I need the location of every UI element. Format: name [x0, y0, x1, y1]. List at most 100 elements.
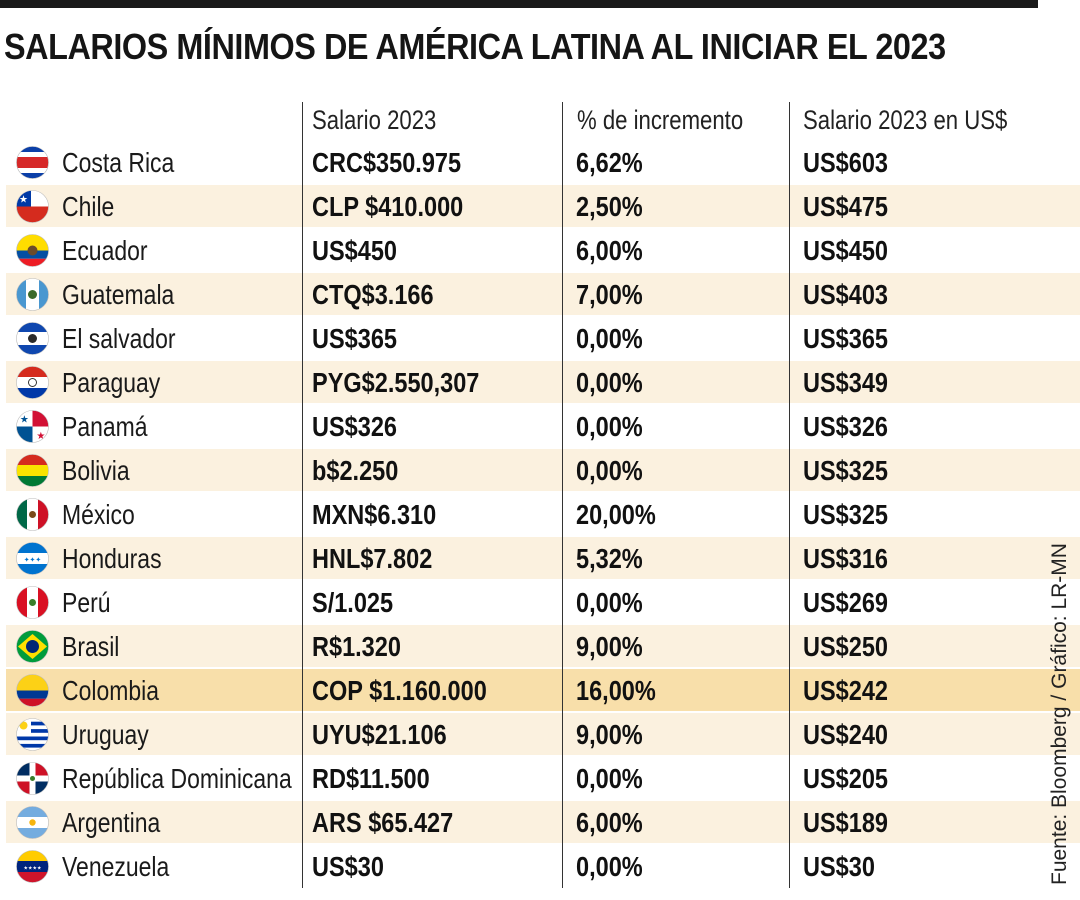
usd-value: US$325: [803, 499, 888, 530]
country-name: Chile: [62, 191, 115, 222]
table-row: Paraguay PYG$2.550,307 0,00% US$349: [6, 361, 1080, 403]
increase-value: 5,32%: [576, 543, 643, 574]
guatemala-flag: [16, 278, 49, 311]
increase-value: 0,00%: [576, 411, 643, 442]
increase-value: 6,00%: [576, 235, 643, 266]
country-name: República Dominicana: [62, 763, 292, 794]
usd-value: US$403: [803, 279, 888, 310]
country-name: Panamá: [62, 411, 148, 442]
salary-value: MXN$6.310: [312, 499, 437, 530]
usd-value: US$365: [803, 323, 888, 354]
salary-value: US$30: [312, 851, 384, 882]
table-row: Colombia COP $1.160.000 16,00% US$242: [6, 669, 1080, 711]
salary-value: US$365: [312, 323, 397, 354]
table-row: ★ Chile CLP $410.000 2,50% US$475: [6, 185, 1080, 227]
chile-flag: ★: [16, 190, 49, 223]
honduras-flag: ✦✦✦: [16, 542, 49, 575]
header-salary: Salario 2023: [312, 105, 437, 135]
salary-value: US$450: [312, 235, 397, 266]
usd-value: US$30: [803, 851, 875, 882]
svg-text:★★★★: ★★★★: [24, 866, 42, 872]
table-row: ✦✦✦ Honduras HNL$7.802 5,32% US$316: [6, 537, 1080, 579]
column-divider: [789, 102, 790, 888]
usd-value: US$242: [803, 675, 888, 706]
table-row: Guatemala CTQ$3.166 7,00% US$403: [6, 273, 1080, 315]
table-row: Perú S/1.025 0,00% US$269: [6, 581, 1080, 623]
republica-dominicana-flag: [16, 762, 49, 795]
increase-value: 2,50%: [576, 191, 643, 222]
salary-value: CLP $410.000: [312, 191, 464, 222]
chart-title: SALARIOS MÍNIMOS DE AMÉRICA LATINA AL IN…: [4, 26, 946, 67]
increase-value: 0,00%: [576, 323, 643, 354]
table-row: Uruguay UYU$21.106 9,00% US$240: [6, 713, 1080, 755]
salary-value: CRC$350.975: [312, 147, 462, 178]
country-name: Venezuela: [62, 851, 170, 882]
source-note: Fuente: Bloomberg / Gráfico: LR-MN: [1048, 543, 1071, 885]
bolivia-flag: [16, 454, 49, 487]
country-name: Guatemala: [62, 279, 175, 310]
svg-text:★: ★: [36, 431, 45, 442]
usd-value: US$316: [803, 543, 888, 574]
brasil-flag: [16, 630, 49, 663]
usd-value: US$475: [803, 191, 888, 222]
increase-value: 0,00%: [576, 367, 643, 398]
country-name: Uruguay: [62, 719, 149, 750]
usd-value: US$325: [803, 455, 888, 486]
paraguay-flag: [16, 366, 49, 399]
table-row: Argentina ARS $65.427 6,00% US$189: [6, 801, 1080, 843]
salary-value: R$1.320: [312, 631, 401, 662]
country-name: Colombia: [62, 675, 159, 706]
header-usd: Salario 2023 en US$: [803, 105, 1008, 135]
salary-value: PYG$2.550,307: [312, 367, 480, 398]
usd-value: US$269: [803, 587, 888, 618]
increase-value: 9,00%: [576, 719, 643, 750]
uruguay-flag: [16, 718, 49, 751]
panama-flag: ★★: [16, 410, 49, 443]
increase-value: 20,00%: [576, 499, 656, 530]
salary-value: b$2.250: [312, 455, 399, 486]
increase-value: 6,62%: [576, 147, 643, 178]
usd-value: US$250: [803, 631, 888, 662]
svg-text:★: ★: [19, 195, 28, 206]
costa-rica-flag: [16, 146, 49, 179]
increase-value: 0,00%: [576, 587, 643, 618]
salary-value: RD$11.500: [312, 763, 430, 794]
table-row: Brasil R$1.320 9,00% US$250: [6, 625, 1080, 667]
table-row: ★ ★ Panamá US$326 0,00% US$326: [6, 405, 1080, 447]
svg-text:✦✦✦: ✦✦✦: [24, 556, 42, 564]
increase-value: 0,00%: [576, 455, 643, 486]
country-name: Argentina: [62, 807, 161, 838]
increase-value: 7,00%: [576, 279, 643, 310]
usd-value: US$189: [803, 807, 888, 838]
country-name: Ecuador: [62, 235, 148, 266]
increase-value: 6,00%: [576, 807, 643, 838]
salary-value: S/1.025: [312, 587, 394, 618]
ecuador-flag: [16, 234, 49, 267]
table-row: Bolivia b$2.250 0,00% US$325: [6, 449, 1080, 491]
usd-value: US$326: [803, 411, 888, 442]
table-row: ★★★★ Venezuela US$30 0,00% US$30: [6, 845, 1080, 887]
table-row: Ecuador US$450 6,00% US$450: [6, 229, 1080, 271]
usd-value: US$450: [803, 235, 888, 266]
salary-value: CTQ$3.166: [312, 279, 434, 310]
table-row: Costa Rica CRC$350.975 6,62% US$603: [6, 141, 1080, 183]
country-name: Costa Rica: [62, 147, 175, 178]
increase-value: 0,00%: [576, 763, 643, 794]
svg-text:★: ★: [20, 415, 29, 426]
top-rule: [0, 0, 1038, 8]
increase-value: 9,00%: [576, 631, 643, 662]
country-name: Brasil: [62, 631, 120, 662]
increase-value: 0,00%: [576, 851, 643, 882]
column-divider: [302, 102, 303, 888]
country-name: El salvador: [62, 323, 176, 354]
table-row: México MXN$6.310 20,00% US$325: [6, 493, 1080, 535]
table-row: República Dominicana RD$11.500 0,00% US$205: [6, 757, 1080, 799]
salary-value: UYU$21.106: [312, 719, 447, 750]
country-name: Perú: [62, 587, 111, 618]
table-row: El salvador US$365 0,00% US$365: [6, 317, 1080, 359]
salary-value: HNL$7.802: [312, 543, 433, 574]
colombia-flag: [16, 674, 49, 707]
column-divider: [562, 102, 563, 888]
el-salvador-flag: [16, 322, 49, 355]
salary-value: ARS $65.427: [312, 807, 454, 838]
